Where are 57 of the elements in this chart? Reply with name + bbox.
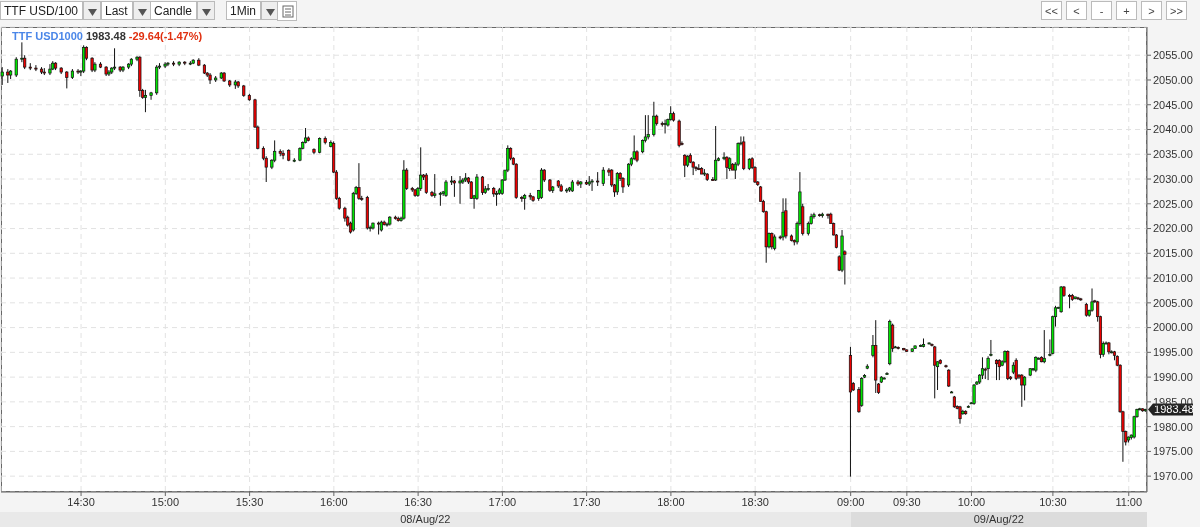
x-tick-label: 14:30 bbox=[67, 495, 95, 508]
text: 1Min bbox=[226, 1, 262, 20]
text: - bbox=[1091, 1, 1112, 20]
x-tick-label: 15:30 bbox=[235, 495, 264, 508]
candlestick bbox=[14, 56, 18, 78]
candlestick bbox=[149, 91, 153, 101]
y-tick-label: 2040.00 bbox=[1153, 123, 1193, 136]
text: + bbox=[1116, 1, 1137, 20]
y-tick-label: 2030.00 bbox=[1153, 172, 1193, 185]
x-tick-label: 17:30 bbox=[572, 495, 601, 508]
y-tick-label: 2035.00 bbox=[1153, 148, 1193, 161]
y-tick-label: 2015.00 bbox=[1153, 247, 1193, 260]
y-tick-label: 1980.00 bbox=[1153, 420, 1193, 433]
candlestick bbox=[590, 178, 594, 192]
x-tick-label: 09:00 bbox=[836, 495, 865, 508]
x-tick-label: 10:00 bbox=[957, 495, 986, 508]
x-tick-label: 11:00 bbox=[1115, 495, 1143, 508]
chart-title: TTF USD1000 bbox=[12, 30, 83, 42]
y-tick-label: 2045.00 bbox=[1153, 98, 1193, 111]
y-tick-label: 2025.00 bbox=[1153, 197, 1193, 210]
candlestick bbox=[646, 114, 650, 140]
y-tick-label: 1990.00 bbox=[1153, 371, 1193, 384]
y-tick-label: 2010.00 bbox=[1153, 271, 1193, 284]
y-tick-label: 2005.00 bbox=[1153, 296, 1193, 309]
candlestick bbox=[34, 64, 38, 72]
y-tick-label: 1995.00 bbox=[1153, 346, 1193, 359]
y-tick-label: 2050.00 bbox=[1153, 73, 1193, 86]
text: 09/Aug/22 bbox=[850, 513, 1147, 525]
annotation: -29.64(-1.47%) bbox=[128, 30, 203, 42]
text: << bbox=[1041, 1, 1062, 20]
x-tick-label: 09:30 bbox=[893, 495, 921, 508]
x-tick-label: 16:30 bbox=[404, 495, 432, 508]
text: Candle bbox=[150, 1, 198, 20]
x-tick-label: 17:00 bbox=[488, 495, 517, 508]
candlestick bbox=[1023, 375, 1027, 401]
text: >> bbox=[1166, 1, 1187, 20]
candlestick bbox=[486, 183, 490, 192]
x-tick-label: 18:30 bbox=[741, 495, 769, 508]
text: TTF USD/100 bbox=[0, 1, 84, 20]
candlestick bbox=[989, 339, 993, 357]
text: < bbox=[1066, 1, 1087, 20]
text: > bbox=[1141, 1, 1162, 20]
x-tick-label: 16:00 bbox=[320, 495, 348, 508]
y-tick-label: 2020.00 bbox=[1153, 222, 1193, 235]
x-tick-label: 18:00 bbox=[657, 495, 685, 508]
y-tick-label: 1975.00 bbox=[1153, 445, 1193, 458]
candlestick bbox=[826, 213, 830, 220]
y-tick-label: 1970.00 bbox=[1153, 470, 1193, 483]
y-tick-label: 2000.00 bbox=[1153, 321, 1193, 334]
text: 08/Aug/22 bbox=[0, 513, 851, 525]
chart-subtitle: 1983.48 bbox=[85, 30, 126, 42]
candlestick bbox=[113, 47, 117, 71]
candlestick bbox=[48, 63, 52, 76]
x-tick-label: 10:30 bbox=[1039, 495, 1067, 508]
x-tick-label: 15:00 bbox=[151, 495, 180, 508]
text: Last bbox=[101, 1, 133, 20]
y-tick-label: 2055.00 bbox=[1153, 49, 1193, 62]
